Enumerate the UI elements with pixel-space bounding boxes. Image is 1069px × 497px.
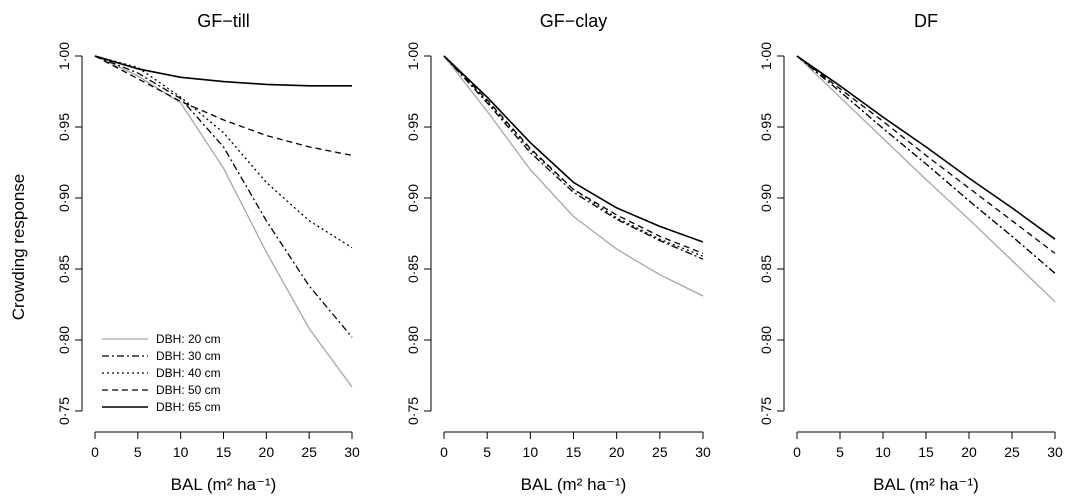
series-line-2 [443, 55, 704, 260]
series-line-1 [443, 55, 704, 297]
y-tick-label: 0·80 [56, 326, 72, 354]
x-tick-label: 20 [961, 444, 977, 460]
series-line-1 [94, 55, 353, 388]
y-tick-label: 1·00 [405, 42, 421, 70]
y-tick-label: 1·00 [56, 42, 72, 70]
y-tick-label: 0·90 [758, 184, 774, 212]
series-line-4 [94, 55, 353, 157]
y-tick-label: 0·90 [56, 184, 72, 212]
y-tick-label: 0·90 [405, 184, 421, 212]
x-axis-title: BAL (m² ha⁻¹) [873, 475, 979, 494]
x-tick-label: 15 [216, 444, 232, 460]
legend-label: DBH: 50 cm [156, 383, 221, 397]
y-tick-label: 0·85 [56, 255, 72, 283]
y-tick-label: 0·95 [405, 113, 421, 141]
y-tick-label: 1·00 [758, 42, 774, 70]
panel-title: GF−till [197, 11, 250, 31]
panel-title: DF [914, 11, 938, 31]
legend-label: DBH: 30 cm [156, 349, 221, 363]
y-tick-label: 0·85 [758, 255, 774, 283]
x-tick-label: 0 [91, 444, 99, 460]
x-tick-label: 25 [652, 444, 668, 460]
panel-3: DF 0 5 10 15 20 25 30 0·75 0·80 0·85 0·90 0·95 1·00 BA… [758, 11, 1063, 494]
x-tick-label: 25 [301, 444, 317, 460]
series-line-4 [796, 55, 1056, 254]
series-line-1 [796, 55, 1056, 303]
series-line-3 [94, 55, 353, 249]
series-line-5 [443, 55, 704, 243]
y-tick-label: 0·95 [56, 113, 72, 141]
x-tick-label: 5 [836, 444, 844, 460]
panel-title: GF−clay [540, 11, 608, 31]
series-line-4 [443, 55, 704, 255]
x-axis-title: BAL (m² ha⁻¹) [521, 475, 627, 494]
x-tick-label: 30 [344, 444, 360, 460]
legend-label: DBH: 40 cm [156, 366, 221, 380]
y-tick-label: 0·80 [405, 326, 421, 354]
x-axis-title: BAL (m² ha⁻¹) [171, 475, 277, 494]
x-tick-label: 0 [440, 444, 448, 460]
y-tick-label: 0·75 [758, 397, 774, 425]
x-tick-label: 10 [523, 444, 539, 460]
y-tick-label: 0·95 [758, 113, 774, 141]
x-tick-label: 20 [609, 444, 625, 460]
x-tick-label: 25 [1004, 444, 1020, 460]
legend-label: DBH: 20 cm [156, 332, 221, 346]
legend-label: DBH: 65 cm [156, 400, 221, 414]
series-line-5 [796, 55, 1056, 240]
series-line-5 [94, 55, 352, 87]
y-tick-label: 0·75 [56, 397, 72, 425]
x-tick-label: 5 [483, 444, 491, 460]
panel-2: GF−clay 0 5 10 15 20 25 30 0·75 0·80 0·85 0·90 0·95 1… [405, 11, 711, 494]
x-tick-label: 10 [173, 444, 189, 460]
x-tick-label: 10 [875, 444, 891, 460]
x-tick-label: 30 [695, 444, 711, 460]
x-tick-label: 15 [918, 444, 934, 460]
series-line-3 [443, 55, 704, 257]
panel-1: GF−till 0 5 10 15 20 25 30 0·75 0·80 0·85 0·90 0·95 1… [56, 11, 360, 494]
y-tick-label: 0·80 [758, 326, 774, 354]
x-tick-label: 30 [1047, 444, 1063, 460]
y-axis-title: Crowding response [9, 174, 28, 320]
y-tick-label: 0·75 [405, 397, 421, 425]
x-tick-label: 20 [259, 444, 275, 460]
y-tick-label: 0·85 [405, 255, 421, 283]
series-line-2 [94, 55, 353, 338]
x-tick-label: 15 [566, 444, 582, 460]
x-tick-label: 5 [134, 444, 142, 460]
series-line-3 [796, 55, 1056, 274]
x-tick-label: 0 [793, 444, 801, 460]
